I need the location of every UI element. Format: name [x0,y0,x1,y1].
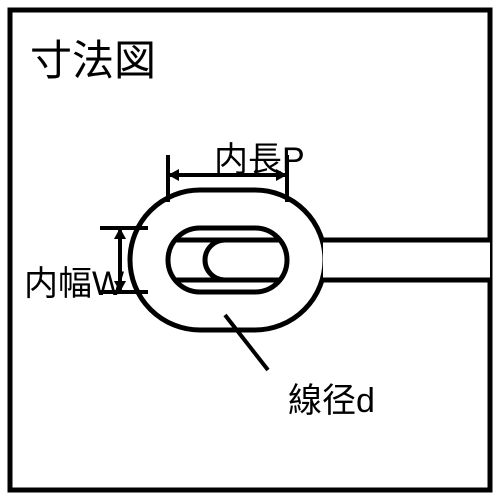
page-root: 寸法図 内長P 内幅W 線径d [0,0,500,500]
content-area: 寸法図 内長P 内幅W 線径d [10,10,490,490]
wire-diameter-label: 線径d [288,384,375,418]
inner-length-label: 内長P [214,143,305,177]
inner-width-label: 内幅W [24,267,124,301]
diagram-title: 寸法図 [30,40,156,82]
